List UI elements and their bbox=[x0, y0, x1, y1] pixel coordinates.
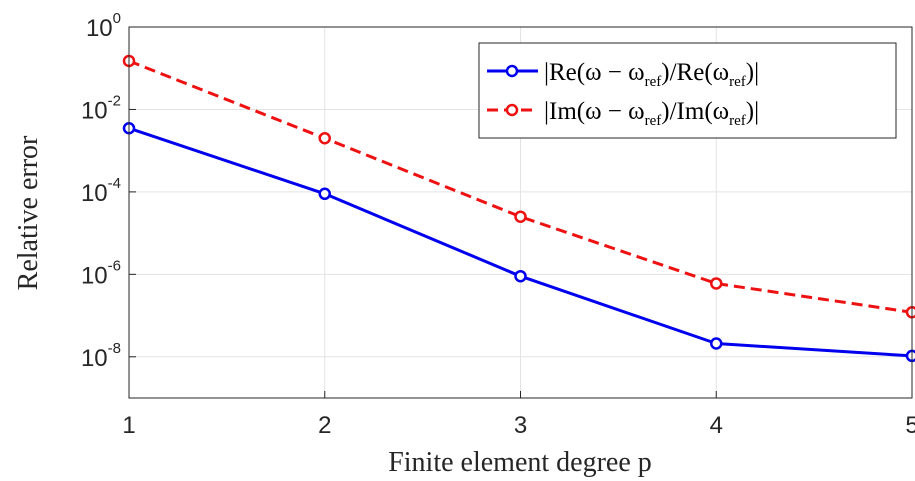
y-tick-label-1: 10-2 bbox=[81, 92, 121, 124]
series-1-point-2 bbox=[514, 210, 527, 223]
y-axis-title-text: Relative error bbox=[13, 135, 44, 290]
series-0-point-2 bbox=[514, 269, 527, 283]
y-tick-label-exp-4: -8 bbox=[108, 340, 121, 357]
legend-label-re-mid: )/Re(ω bbox=[661, 59, 729, 86]
y-tick-label-exp-2: -4 bbox=[108, 175, 121, 192]
x-tick-label-1: 1 bbox=[122, 412, 135, 439]
series-line-1 bbox=[128, 59, 913, 314]
y-tick-label-exp-0: 0 bbox=[113, 10, 121, 27]
y-tick-label-3: 10-6 bbox=[81, 257, 121, 289]
series-1-point-3 bbox=[710, 277, 723, 290]
y-tick-label-exp-1: -2 bbox=[108, 92, 121, 109]
series-1-point-1 bbox=[318, 132, 331, 145]
y-tick-label-base-0: 10 bbox=[86, 15, 113, 42]
y-tick-label-base-1: 10 bbox=[81, 97, 108, 124]
legend-marker-im bbox=[505, 103, 519, 117]
legend-entry-re: |Re(ω − ωref)/Re(ωref)| bbox=[487, 59, 759, 90]
y-tick-label-base-2: 10 bbox=[81, 180, 108, 207]
y-axis-title: Relative error bbox=[13, 135, 44, 290]
y-tick-label-0: 100 bbox=[86, 10, 121, 42]
y-tick-label-exp-3: -6 bbox=[108, 257, 121, 274]
legend-label-re-post: )| bbox=[746, 59, 759, 86]
y-tick-label-base-4: 10 bbox=[81, 345, 108, 372]
legend-marker-re bbox=[505, 64, 519, 78]
y-tick-label-4: 10-8 bbox=[81, 340, 121, 372]
legend-label-im: |Im(ω − ωref)/Im(ωref)| bbox=[544, 98, 759, 129]
series-0-point-4 bbox=[905, 349, 915, 363]
legend-label-re: |Re(ω − ωref)/Re(ωref)| bbox=[544, 59, 759, 90]
legend-label-im-post: )| bbox=[746, 98, 759, 125]
series-1-point-4 bbox=[905, 306, 915, 319]
series-0-point-3 bbox=[710, 337, 723, 350]
legend-label-im-sub1: ref bbox=[645, 113, 662, 129]
y-tick-label-base-3: 10 bbox=[81, 262, 108, 289]
x-tick-label-3: 3 bbox=[514, 412, 527, 439]
legend-label-im-mid: )/Im(ω bbox=[661, 98, 729, 125]
legend-label-im-pre: |Im(ω − ω bbox=[544, 98, 645, 125]
x-tick-label-2: 2 bbox=[318, 412, 331, 439]
legend-label-re-pre: |Re(ω − ω bbox=[544, 59, 645, 86]
legend-entry-im: |Im(ω − ωref)/Im(ωref)| bbox=[487, 98, 759, 129]
legend-label-re-sub1: ref bbox=[645, 74, 662, 90]
x-tick-label-5: 5 bbox=[905, 412, 915, 439]
legend-label-im-sub2: ref bbox=[729, 113, 746, 129]
x-axis-title: Finite element degree p bbox=[388, 447, 652, 478]
series-0-point-1 bbox=[318, 187, 331, 201]
x-axis-title-text: Finite element degree p bbox=[388, 447, 652, 478]
legend: |Re(ω − ωref)/Re(ωref)| |Im(ω − ωref)/Im… bbox=[478, 42, 897, 139]
legend-label-re-sub2: ref bbox=[729, 74, 746, 90]
x-tick-label-4: 4 bbox=[710, 412, 723, 439]
legend-box bbox=[478, 42, 897, 139]
series-layer bbox=[122, 54, 915, 363]
y-tick-label-2: 10-4 bbox=[81, 175, 121, 207]
